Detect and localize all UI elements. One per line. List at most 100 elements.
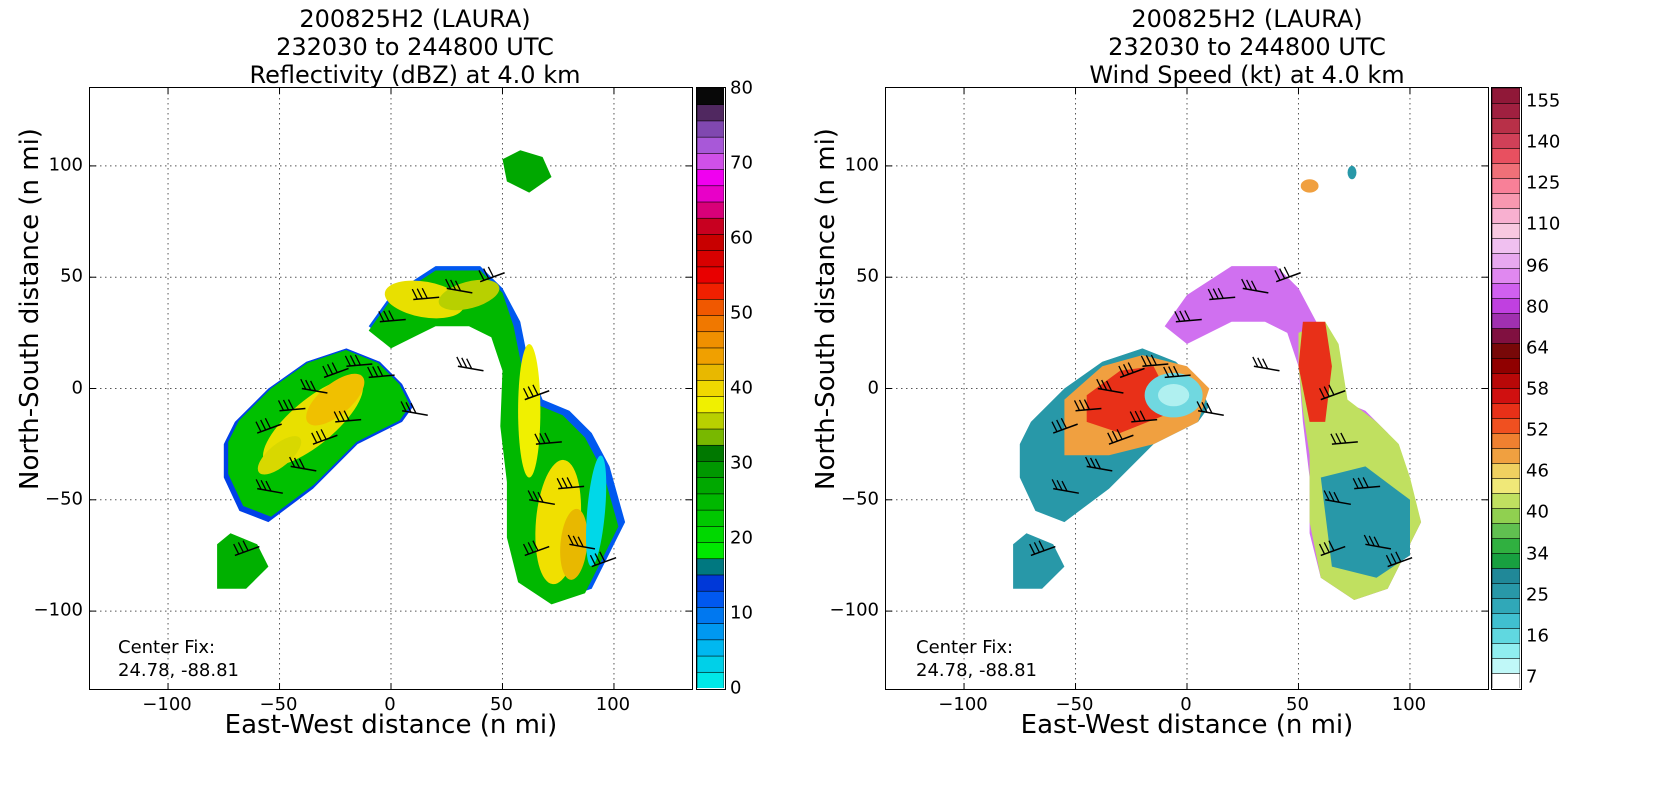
y-axis-label: North-South distance (n mi) [811,128,841,490]
colorbar-tick-label: 46 [1526,460,1549,482]
colorbar-tick-label: 30 [730,452,753,474]
colorbar-swatch [697,444,724,462]
colorbar-swatch [697,460,724,478]
colorbar-swatch [697,574,724,592]
colorbar-tick-label: 25 [1526,584,1549,606]
colorbar-tick-label: 52 [1526,419,1549,441]
colorbar-tick-label: 96 [1526,255,1549,277]
colorbar-swatch [1492,552,1520,569]
colorbar-swatch [697,671,724,688]
wind-barb [1107,429,1134,445]
y-tick-label: 50 [60,265,83,287]
colorbar-swatch [1492,282,1520,299]
colorbar-tick-label: 80 [730,77,753,99]
reflectivity-colorbar [696,87,726,690]
colorbar-swatch [697,152,724,170]
wind-barb [445,278,473,294]
colorbar-swatch [1492,327,1520,344]
colorbar-swatch [1492,597,1520,614]
colorbar-swatch [697,639,724,657]
wind-barb [1241,278,1269,294]
colorbar-swatch [1492,582,1520,599]
x-tick-label: 0 [384,694,396,715]
x-tick-label: 100 [595,694,631,715]
colorbar-swatch [697,590,724,608]
reflectivity-plot-area: Center Fix: 24.78, -88.81 [89,87,693,690]
colorbar-swatch [1492,417,1520,434]
reflectivity-plot [90,88,692,689]
colorbar-swatch [697,541,724,560]
colorbar-swatch [1492,642,1520,659]
wind-barb [1252,356,1280,372]
colorbar-swatch [1492,447,1520,464]
y-tick-label: 0 [867,377,879,398]
colorbar-tick-label: 0 [730,677,742,699]
chart-title-line3: Reflectivity (dBZ) at 4.0 km [249,61,581,89]
wind-barb [400,401,428,417]
colorbar-swatch [1492,387,1520,404]
colorbar-swatch [697,249,724,268]
colorbar-swatch [1492,252,1520,269]
colorbar-swatches [1492,88,1520,688]
x-tick-label: −50 [259,694,298,715]
colorbar-swatch [1492,477,1520,494]
colorbar-swatch [1492,612,1520,629]
colorbar-swatch [1492,627,1520,644]
colorbar-swatch [697,217,724,235]
colorbar-tick-label: 58 [1526,378,1549,400]
colorbar-swatch [1492,492,1520,509]
y-tick-label: 0 [71,377,83,398]
echo-core [384,280,465,319]
x-tick-label: 0 [1180,694,1192,715]
wind-barb [1318,384,1346,401]
wind-barb [344,354,373,367]
wind-barb [567,534,596,550]
colorbar-swatch [1492,657,1520,674]
x-tick-label: 50 [490,694,513,715]
colorbar-swatch [697,266,724,284]
colorbar-swatch [697,476,724,495]
colorbar-swatch [1492,102,1520,119]
echo-region-far-north [502,150,552,193]
wind-barb [522,384,550,401]
chart-title-line1: 200825H2 (LAURA) [299,5,531,33]
wind-barb [322,362,349,379]
wind-barb [255,479,283,494]
colorbar-swatch [697,233,724,251]
colorbar-tick-label: 7 [1526,666,1538,688]
colorbar-swatch [1492,357,1520,374]
wind-barb [311,429,338,445]
colorbar-swatch [1492,312,1520,329]
wind-barb [1323,490,1351,506]
echo-region-far-southwest [217,533,269,589]
colorbar-swatch [1492,672,1520,688]
wind-barb [1085,456,1113,472]
colorbar-swatch [1492,267,1520,284]
center-fix-label: Center Fix: [916,637,1014,658]
colorbar-swatch [1492,147,1520,164]
colorbar-swatch [1492,507,1520,524]
echo-edge [586,455,607,567]
colorbar-swatch [697,201,724,219]
wind-barb [411,287,440,301]
wind-region-southeast [1320,466,1410,578]
colorbar-tick-label: 40 [1526,501,1549,523]
colorbar-swatch [697,330,724,349]
colorbar-swatch [1492,462,1520,479]
center-fix-value: 24.78, -88.81 [916,660,1037,681]
wind-barb [1207,287,1236,301]
x-axis-label: East-West distance (n mi) [1020,710,1354,740]
colorbar-swatch [697,379,724,397]
wind-barb [1330,432,1358,445]
chart-title-line2: 232030 to 244800 UTC [276,33,554,61]
wind-barb [1051,417,1078,434]
wind-barb [1140,354,1169,367]
wind-barb [1318,540,1346,557]
colorbar-swatch [1492,432,1520,449]
colorbar-swatch [697,428,724,446]
colorbar-swatch [1492,88,1520,104]
wind-barb [378,310,406,323]
colorbar-swatch [697,509,724,527]
wind-barb [1029,540,1056,557]
echo-core [306,373,365,426]
